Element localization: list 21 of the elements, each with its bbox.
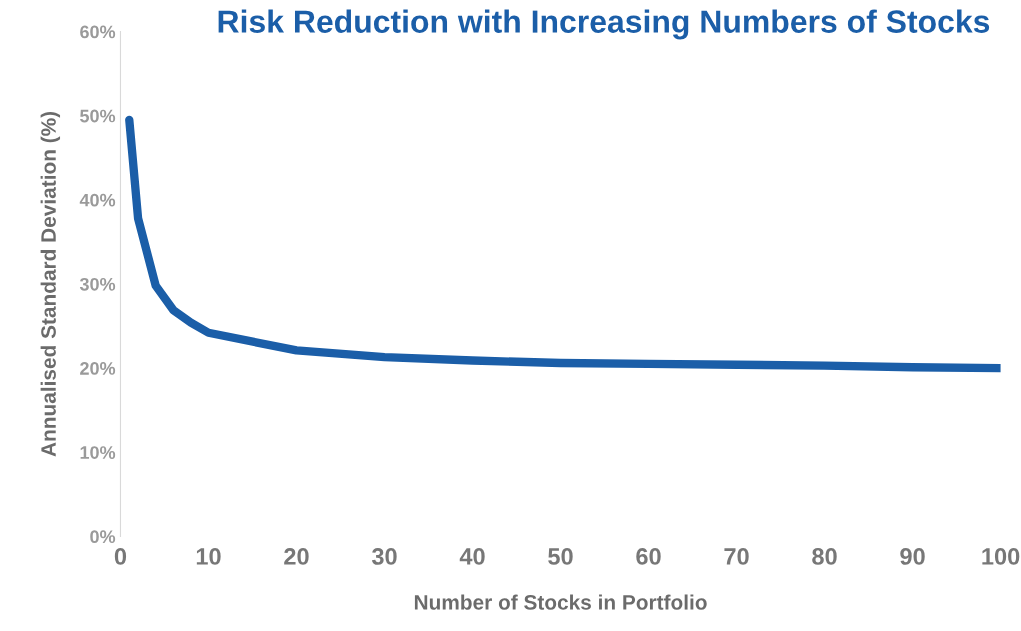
x-tick-label: 40 — [459, 548, 485, 565]
y-tick-label: 40% — [79, 193, 116, 207]
y-axis-title: Annualised Standard Deviation (%) — [40, 111, 61, 457]
y-tick-label: 50% — [80, 109, 116, 123]
x-tick-label: 30 — [371, 548, 397, 565]
y-tick-label: 30% — [79, 277, 116, 291]
y-tick-label: 60% — [80, 25, 116, 39]
x-tick-label: 90 — [900, 548, 925, 565]
x-tick-label: 100 — [982, 548, 1020, 565]
x-axis-title: Number of Stocks in Portfolio — [414, 594, 707, 610]
x-tick-label: 10 — [196, 548, 221, 565]
x-tick-label: 70 — [724, 548, 749, 565]
x-tick-label: 60 — [636, 548, 661, 565]
x-tick-label: 20 — [284, 548, 309, 565]
chart-title: Risk Reduction with Increasing Numbers of Stocks — [218, 9, 990, 40]
y-tick-label: 0% — [90, 530, 116, 544]
x-tick-label: 80 — [812, 548, 837, 565]
x-tick-label: 0 — [114, 548, 127, 565]
y-tick-label: 20% — [80, 362, 116, 375]
y-tick-label: 10% — [80, 446, 116, 459]
x-tick-label: 50 — [548, 548, 573, 565]
